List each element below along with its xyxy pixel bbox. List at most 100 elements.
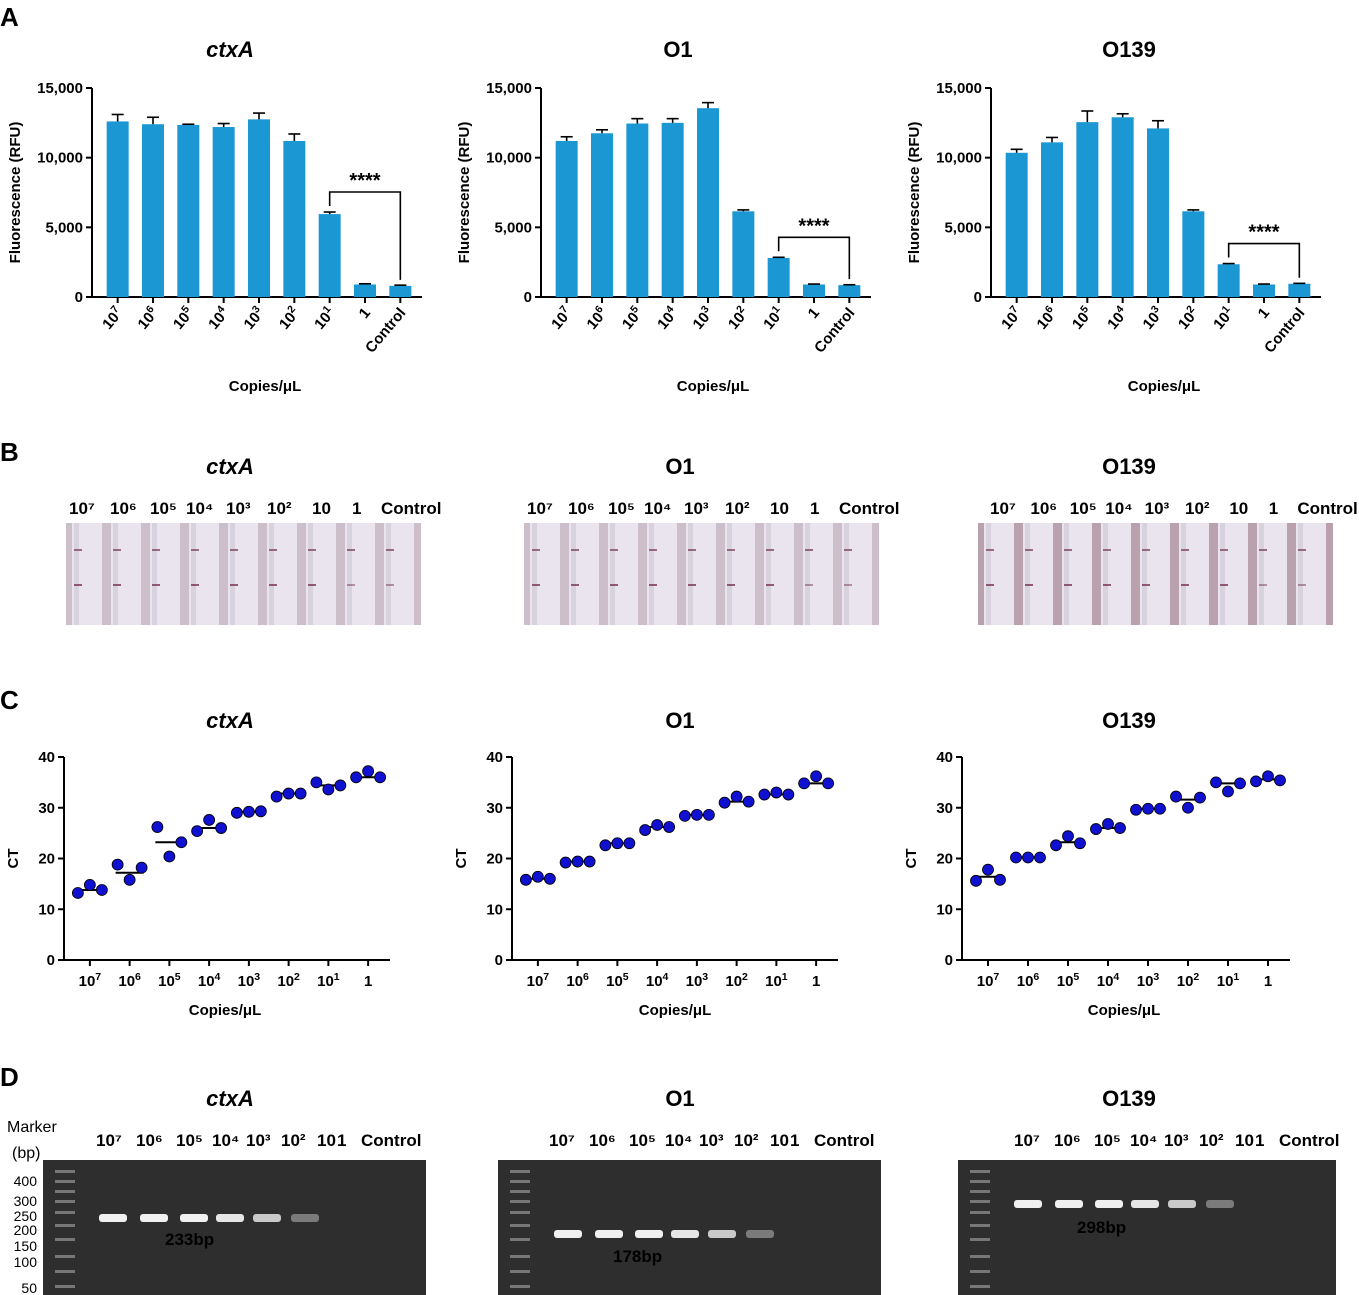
gel-lane-label: 10⁴ — [665, 1131, 692, 1150]
dna-band — [291, 1214, 319, 1222]
panel-letter-B: B — [0, 437, 19, 467]
gel-lane-label: 10⁴ — [212, 1131, 239, 1150]
panel-letter-A: A — [0, 2, 19, 32]
data-point — [334, 779, 347, 792]
x-tick-label: 107 — [998, 303, 1022, 333]
scatter-chart-O1: O1 0 10 20 30 40 CT 107 106 105 104 103 102 101 1 Copie… — [453, 708, 838, 1019]
y-axis-label: CT — [5, 849, 22, 869]
strip-lane-label: 10⁷ — [990, 499, 1016, 518]
significance-bracket — [328, 191, 402, 280]
bar-10^7 — [1005, 152, 1028, 297]
strip-edge — [74, 523, 79, 625]
dna-band — [180, 1214, 208, 1222]
strip-edge — [844, 523, 849, 625]
data-point — [374, 771, 387, 784]
svg-text:105: 105 — [1067, 303, 1096, 333]
gel-lane-label: 10⁶ — [136, 1131, 163, 1150]
svg-text:103: 103 — [238, 971, 261, 990]
strip-edge — [1181, 523, 1186, 625]
ladder-band — [55, 1170, 75, 1173]
x-tick-label: 104 — [654, 303, 678, 333]
svg-text:101: 101 — [317, 971, 340, 990]
marker-unit: (bp) — [12, 1145, 40, 1162]
dna-band — [708, 1230, 736, 1238]
gel-lane-label: 10 — [317, 1131, 336, 1150]
chart-title: O139 — [1102, 37, 1156, 62]
data-point — [531, 870, 544, 883]
svg-text:106: 106 — [582, 303, 611, 333]
data-point — [1274, 774, 1286, 787]
y-tick-label: 10,000 — [486, 150, 532, 167]
dna-band — [746, 1230, 774, 1238]
svg-text:1: 1 — [805, 305, 823, 322]
strip-lane-label: Control — [839, 499, 899, 518]
marker-size-label: 250 — [14, 1208, 38, 1224]
strip-edge — [532, 523, 537, 625]
y-tick-label: 10 — [936, 901, 953, 918]
y-tick-label: 0 — [47, 952, 55, 969]
dna-band — [1095, 1200, 1123, 1208]
data-point — [543, 872, 556, 885]
strip-panel-O1: O1 10⁷ 10⁶ 10⁵ 10⁴ 10³ 10² 10 1 Control — [524, 454, 899, 625]
y-tick-label: 0 — [945, 952, 953, 969]
data-point — [215, 822, 228, 834]
dna-band — [253, 1214, 281, 1222]
gel-lane-label: 10² — [281, 1131, 306, 1150]
strip-lane-label: 10² — [267, 499, 292, 518]
data-point — [1062, 830, 1074, 843]
bar-Control — [389, 285, 412, 297]
svg-text:102: 102 — [1177, 971, 1200, 990]
strip-title: ctxA — [206, 454, 254, 479]
x-tick-label: 1 — [812, 973, 820, 990]
y-tick-label: 5,000 — [45, 219, 83, 236]
y-tick-label: 40 — [486, 749, 503, 766]
bar-10^4 — [212, 127, 235, 297]
data-point — [282, 787, 295, 800]
bar-10^3 — [697, 108, 719, 297]
bar-10^4 — [1111, 117, 1134, 297]
bar-10^3 — [248, 119, 270, 297]
bar-chart-O1: O1 0 5,000 10,000 15,000 Fluorescence (RFU) 10… — [456, 37, 871, 395]
x-tick-label: 106 — [135, 303, 159, 333]
strip-edge — [1142, 523, 1147, 625]
dna-band — [554, 1230, 582, 1238]
data-point — [1034, 851, 1046, 864]
gel-lane-label: 10⁵ — [1094, 1131, 1121, 1150]
data-point — [742, 795, 755, 808]
data-point — [1130, 803, 1142, 816]
gel-lane-label: 10⁷ — [549, 1131, 575, 1150]
svg-text:104: 104 — [1097, 971, 1120, 990]
x-tick-label: 107 — [977, 971, 1000, 990]
bar-10^5 — [1076, 122, 1099, 298]
strip-edge — [571, 523, 576, 625]
data-point — [1102, 818, 1114, 830]
svg-text:101: 101 — [1209, 303, 1238, 333]
data-point — [982, 863, 994, 876]
gel-lane-label: 10⁶ — [1054, 1131, 1081, 1150]
svg-text:104: 104 — [204, 303, 233, 333]
gel-lane-label: 10⁶ — [589, 1131, 616, 1150]
data-point — [1010, 851, 1022, 864]
x-axis-label: Copies/μL — [1128, 378, 1201, 395]
panel-letter-D: D — [0, 1062, 19, 1092]
svg-text:1: 1 — [1264, 973, 1272, 990]
bar-10^5 — [177, 124, 200, 297]
bar-10^4 — [661, 122, 684, 297]
strip-edge — [386, 523, 391, 625]
bar-10^2 — [1182, 211, 1205, 297]
svg-text:106: 106 — [118, 971, 141, 990]
data-point — [294, 787, 307, 800]
x-tick-label: 102 — [277, 971, 300, 990]
x-tick-label: 107 — [527, 971, 550, 990]
svg-text:103: 103 — [688, 303, 717, 333]
ladder-band — [510, 1224, 530, 1227]
gel-lane-label: 10 — [770, 1131, 789, 1150]
strip-lane-label: 10⁶ — [1030, 499, 1057, 518]
dna-band — [671, 1230, 699, 1238]
ladder-band — [970, 1285, 990, 1288]
y-tick-label: 10 — [486, 901, 503, 918]
x-tick-label: 103 — [1140, 303, 1164, 333]
marker-label: Marker — [7, 1119, 57, 1136]
dna-band — [1055, 1200, 1083, 1208]
